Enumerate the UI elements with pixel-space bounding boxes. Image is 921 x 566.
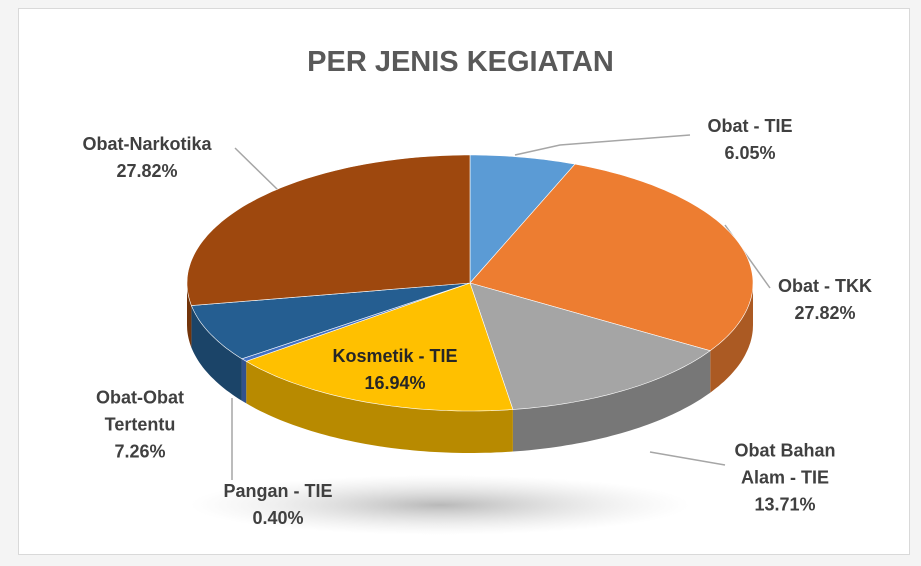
chart-title: PER JENIS KEGIATAN bbox=[307, 46, 614, 78]
slice-side bbox=[710, 283, 753, 393]
category-label: Obat - TIE bbox=[707, 116, 793, 136]
value-label: 0.40% bbox=[252, 508, 304, 528]
slice-side bbox=[191, 305, 242, 401]
value-label: 13.71% bbox=[754, 494, 816, 515]
slice bbox=[245, 282, 514, 412]
category-label: Kosmetik - TIE bbox=[332, 346, 458, 366]
leader-line bbox=[514, 134, 691, 156]
data-label: Obat - TKK 27.82% bbox=[725, 273, 921, 327]
data-label: Obat - TIE 6.05% bbox=[650, 113, 850, 167]
shadow bbox=[190, 475, 690, 535]
leader-line bbox=[234, 147, 279, 191]
slice-side bbox=[241, 358, 247, 404]
value-label: 27.82% bbox=[116, 161, 178, 181]
leader-line bbox=[649, 451, 726, 466]
leader-lines bbox=[231, 134, 771, 480]
slice bbox=[469, 282, 711, 410]
pie-sides bbox=[187, 283, 753, 453]
category-label: Obat-Narkotika bbox=[82, 134, 212, 154]
data-label: Pangan - TIE 0.40% bbox=[178, 478, 378, 532]
slice bbox=[186, 154, 471, 306]
slice bbox=[190, 282, 471, 360]
slice bbox=[469, 163, 754, 352]
value-label: 7.26% bbox=[114, 441, 166, 462]
slice-side bbox=[246, 361, 513, 453]
category-label: Obat Bahan Alam - TIE bbox=[734, 440, 836, 488]
category-label: Obat - TKK bbox=[778, 276, 872, 296]
slice bbox=[469, 154, 576, 284]
category-label: Pangan - TIE bbox=[223, 481, 333, 501]
data-label: Obat-Narkotika 27.82% bbox=[37, 131, 257, 185]
value-label: 27.82% bbox=[794, 303, 856, 323]
value-label: 16.94% bbox=[364, 373, 426, 393]
data-label: Obat-Obat Tertentu 7.26% bbox=[85, 385, 195, 466]
data-label: Obat Bahan Alam - TIE 13.71% bbox=[725, 438, 845, 519]
value-label: 6.05% bbox=[724, 143, 776, 163]
pie-tops bbox=[186, 154, 754, 412]
slice-side bbox=[512, 350, 711, 452]
slice-side bbox=[187, 283, 192, 348]
data-label: Kosmetik - TIE 16.94% bbox=[295, 343, 495, 397]
category-label: Obat-Obat Tertentu bbox=[96, 387, 184, 435]
